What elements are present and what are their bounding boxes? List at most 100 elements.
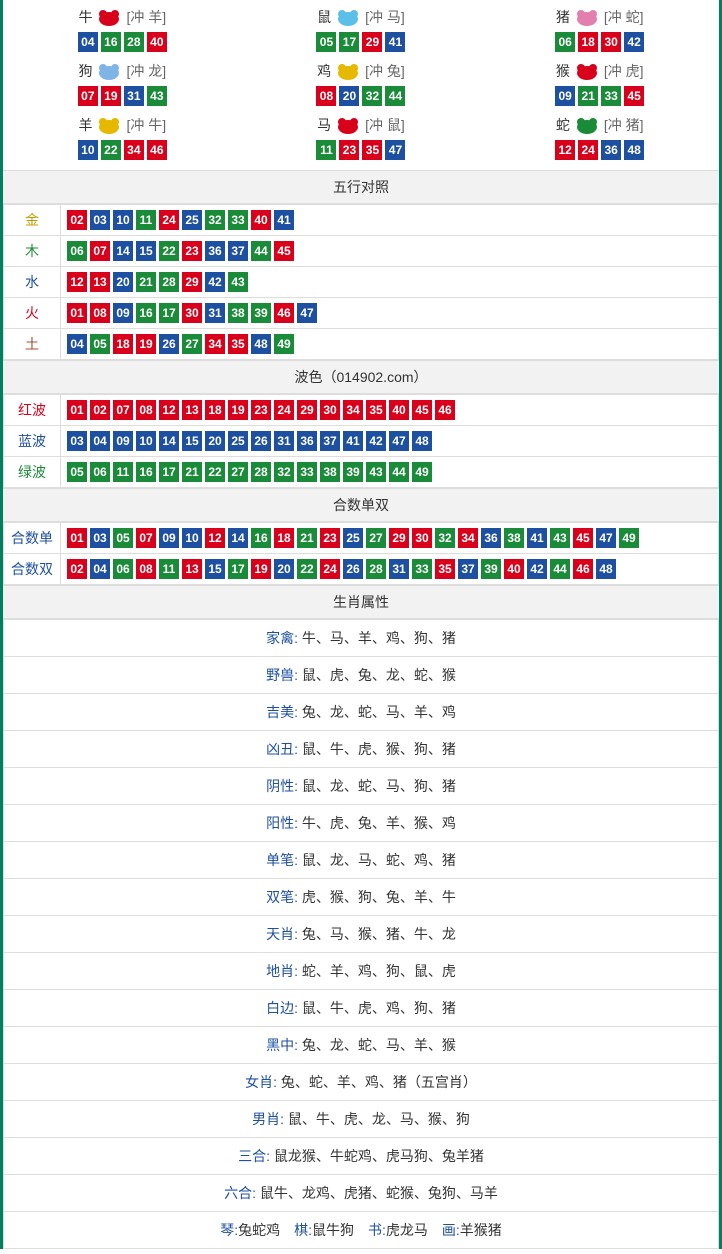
number-chip: 29 (362, 32, 382, 52)
number-chip: 46 (573, 559, 593, 579)
attribute-text: 蛇、羊、鸡、狗、鼠、虎 (298, 963, 456, 979)
footer-separator (428, 1222, 442, 1238)
zodiac-cell: 马[冲 鼠]11233547 (242, 112, 481, 166)
number-chip: 03 (67, 431, 87, 451)
zodiac-icon (572, 6, 602, 28)
attribute-cell: 双笔: 虎、猴、狗、兔、羊、牛 (4, 879, 719, 916)
attribute-text: 鼠、牛、虎、龙、马、猴、狗 (284, 1111, 470, 1127)
attribute-row: 双笔: 虎、猴、狗、兔、羊、牛 (4, 879, 719, 916)
attribute-footer-cell: 琴:兔蛇鸡 棋:鼠牛狗 书:虎龙马 画:羊猴猪 (4, 1212, 719, 1249)
number-chip: 04 (90, 559, 110, 579)
number-chip: 49 (412, 462, 432, 482)
zodiac-name: 蛇 (556, 115, 570, 135)
number-chip: 04 (67, 334, 87, 354)
number-chip: 44 (550, 559, 570, 579)
number-chip: 10 (136, 431, 156, 451)
number-chip: 11 (316, 140, 336, 160)
number-chip: 21 (136, 272, 156, 292)
number-chip: 34 (458, 528, 478, 548)
attribute-label: 黑中: (266, 1037, 298, 1053)
number-chip: 36 (205, 241, 225, 261)
number-chip: 13 (182, 400, 202, 420)
attribute-row: 天肖: 兔、马、猴、猪、牛、龙 (4, 916, 719, 953)
wuxing-table: 金02031011242532334041木060714152223363744… (3, 204, 719, 360)
wave-numbers: 03040910141520252631363741424748 (61, 426, 719, 457)
number-chip: 16 (136, 462, 156, 482)
number-chip: 14 (159, 431, 179, 451)
number-chip: 46 (147, 140, 167, 160)
heshu-header: 合数单双 (3, 488, 719, 522)
number-chip: 11 (136, 210, 156, 230)
number-chip: 08 (136, 559, 156, 579)
wave-label: 蓝波 (4, 426, 61, 457)
number-chip: 44 (389, 462, 409, 482)
attributes-header: 生肖属性 (3, 585, 719, 619)
number-chip: 18 (113, 334, 133, 354)
number-chip: 08 (316, 86, 336, 106)
number-chip: 35 (228, 334, 248, 354)
zodiac-cell: 蛇[冲 猪]12243648 (480, 112, 719, 166)
number-chip: 17 (159, 462, 179, 482)
number-chip: 18 (578, 32, 598, 52)
number-chip: 36 (481, 528, 501, 548)
attribute-footer-row: 琴:兔蛇鸡 棋:鼠牛狗 书:虎龙马 画:羊猴猪 (4, 1212, 719, 1249)
attribute-label: 女肖: (245, 1074, 277, 1090)
number-chip: 33 (228, 210, 248, 230)
attribute-text: 虎、猴、狗、兔、羊、牛 (298, 889, 456, 905)
number-chip: 31 (124, 86, 144, 106)
number-chip: 03 (90, 528, 110, 548)
zodiac-conflict: [冲 猪] (604, 115, 644, 135)
number-chip: 06 (67, 241, 87, 261)
number-chip: 22 (297, 559, 317, 579)
number-chip: 29 (389, 528, 409, 548)
number-chip: 32 (205, 210, 225, 230)
footer-label: 画: (442, 1222, 460, 1238)
attribute-row: 野兽: 鼠、虎、兔、龙、蛇、猴 (4, 657, 719, 694)
number-chip: 05 (113, 528, 133, 548)
number-chip: 14 (113, 241, 133, 261)
number-chip: 08 (90, 303, 110, 323)
wave-header: 波色（014902.com） (3, 360, 719, 394)
number-chip: 33 (297, 462, 317, 482)
attribute-cell: 三合: 鼠龙猴、牛蛇鸡、虎马狗、兔羊猪 (4, 1138, 719, 1175)
attribute-text: 兔、蛇、羊、鸡、猪（五宫肖） (277, 1074, 477, 1090)
attributes-table: 家禽: 牛、马、羊、鸡、狗、猪野兽: 鼠、虎、兔、龙、蛇、猴吉美: 兔、龙、蛇、… (3, 619, 719, 1249)
number-chip: 46 (274, 303, 294, 323)
number-chip: 10 (113, 210, 133, 230)
attribute-cell: 白边: 鼠、牛、虎、鸡、狗、猪 (4, 990, 719, 1027)
number-chip: 43 (147, 86, 167, 106)
zodiac-conflict: [冲 兔] (365, 61, 405, 81)
number-chip: 37 (320, 431, 340, 451)
heshu-label: 合数单 (4, 523, 61, 554)
attribute-label: 地肖: (266, 963, 298, 979)
zodiac-numbers: 07193143 (3, 86, 242, 106)
zodiac-icon (333, 60, 363, 82)
number-chip: 36 (601, 140, 621, 160)
footer-separator (280, 1222, 294, 1238)
number-chip: 40 (251, 210, 271, 230)
zodiac-title: 鸡[冲 兔] (242, 60, 481, 82)
attribute-cell: 吉美: 兔、龙、蛇、马、羊、鸡 (4, 694, 719, 731)
number-chip: 14 (228, 528, 248, 548)
number-chip: 45 (412, 400, 432, 420)
wuxing-row: 火0108091617303138394647 (4, 298, 719, 329)
wave-table: 红波0102070812131819232429303435404546蓝波03… (3, 394, 719, 488)
number-chip: 29 (297, 400, 317, 420)
zodiac-numbers: 10223446 (3, 140, 242, 160)
attribute-row: 女肖: 兔、蛇、羊、鸡、猪（五宫肖） (4, 1064, 719, 1101)
attribute-text: 兔、龙、蛇、马、羊、鸡 (298, 704, 456, 720)
number-chip: 10 (78, 140, 98, 160)
zodiac-cell: 鸡[冲 兔]08203244 (242, 58, 481, 112)
number-chip: 05 (90, 334, 110, 354)
number-chip: 06 (113, 559, 133, 579)
number-chip: 48 (251, 334, 271, 354)
wave-numbers: 05061116172122272832333839434449 (61, 457, 719, 488)
number-chip: 21 (578, 86, 598, 106)
number-chip: 24 (320, 559, 340, 579)
number-chip: 32 (274, 462, 294, 482)
number-chip: 13 (182, 559, 202, 579)
number-chip: 15 (136, 241, 156, 261)
number-chip: 37 (458, 559, 478, 579)
attribute-row: 白边: 鼠、牛、虎、鸡、狗、猪 (4, 990, 719, 1027)
heshu-table: 合数单0103050709101214161821232527293032343… (3, 522, 719, 585)
